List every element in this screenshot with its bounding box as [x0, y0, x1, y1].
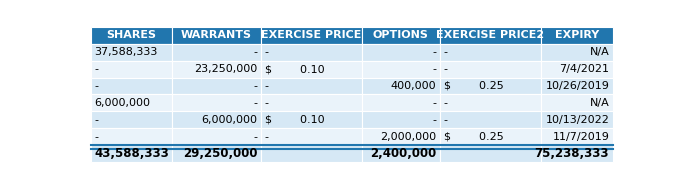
Text: -: -: [94, 81, 98, 91]
Text: EXPIRY: EXPIRY: [555, 30, 599, 40]
Text: 7/4/2021: 7/4/2021: [560, 64, 609, 74]
Bar: [440, 61, 541, 78]
Bar: [172, 111, 261, 128]
Text: 10/13/2022: 10/13/2022: [545, 115, 609, 125]
Text: EXERCISE PRICE2: EXERCISE PRICE2: [436, 30, 544, 40]
Text: 23,250,000: 23,250,000: [194, 64, 257, 74]
Text: -: -: [253, 132, 257, 142]
Text: -: -: [253, 47, 257, 57]
Bar: [440, 44, 541, 61]
Text: 37,588,333: 37,588,333: [94, 47, 158, 57]
Bar: [541, 111, 613, 128]
Text: WARRANTS: WARRANTS: [181, 30, 252, 40]
Bar: [541, 145, 613, 162]
Bar: [261, 78, 362, 94]
Bar: [172, 44, 261, 61]
Text: -: -: [432, 47, 436, 57]
Text: N/A: N/A: [590, 98, 609, 108]
Text: SHARES: SHARES: [106, 30, 156, 40]
Text: OPTIONS: OPTIONS: [373, 30, 429, 40]
Text: 2,400,000: 2,400,000: [370, 147, 436, 160]
Bar: [261, 27, 362, 44]
Text: $        0.25: $ 0.25: [443, 81, 503, 91]
Text: 75,238,333: 75,238,333: [535, 147, 609, 160]
Bar: [261, 94, 362, 111]
Text: -: -: [443, 47, 447, 57]
Text: 2,000,000: 2,000,000: [380, 132, 436, 142]
Text: -: -: [253, 81, 257, 91]
Bar: [172, 61, 261, 78]
Text: -: -: [432, 115, 436, 125]
Text: 10/26/2019: 10/26/2019: [545, 81, 609, 91]
Bar: [261, 128, 362, 145]
Bar: [91, 61, 172, 78]
Bar: [362, 111, 440, 128]
Bar: [261, 145, 362, 162]
Text: 43,588,333: 43,588,333: [94, 147, 169, 160]
Text: EXERCISE PRICE: EXERCISE PRICE: [261, 30, 362, 40]
Bar: [362, 44, 440, 61]
Bar: [362, 94, 440, 111]
Text: -: -: [265, 98, 269, 108]
Bar: [440, 145, 541, 162]
Bar: [541, 128, 613, 145]
Bar: [261, 44, 362, 61]
Text: 6,000,000: 6,000,000: [94, 98, 150, 108]
Bar: [440, 78, 541, 94]
Text: -: -: [94, 115, 98, 125]
Bar: [362, 145, 440, 162]
Text: 11/7/2019: 11/7/2019: [553, 132, 609, 142]
Text: -: -: [432, 98, 436, 108]
Bar: [362, 61, 440, 78]
Bar: [362, 27, 440, 44]
Bar: [541, 44, 613, 61]
Bar: [541, 27, 613, 44]
Bar: [362, 128, 440, 145]
Bar: [440, 111, 541, 128]
Bar: [91, 128, 172, 145]
Bar: [541, 78, 613, 94]
Bar: [261, 111, 362, 128]
Text: -: -: [94, 64, 98, 74]
Bar: [440, 128, 541, 145]
Bar: [541, 94, 613, 111]
Text: $        0.10: $ 0.10: [265, 115, 324, 125]
Bar: [172, 78, 261, 94]
Text: 400,000: 400,000: [391, 81, 436, 91]
Bar: [261, 61, 362, 78]
Text: -: -: [265, 81, 269, 91]
Text: -: -: [94, 132, 98, 142]
Text: -: -: [443, 64, 447, 74]
Bar: [172, 145, 261, 162]
Text: -: -: [443, 98, 447, 108]
Text: 29,250,000: 29,250,000: [183, 147, 257, 160]
Bar: [91, 44, 172, 61]
Text: -: -: [443, 115, 447, 125]
Bar: [541, 61, 613, 78]
Bar: [440, 94, 541, 111]
Text: N/A: N/A: [590, 47, 609, 57]
Text: 6,000,000: 6,000,000: [201, 115, 257, 125]
Bar: [91, 111, 172, 128]
Text: $        0.10: $ 0.10: [265, 64, 324, 74]
Text: $        0.25: $ 0.25: [443, 132, 503, 142]
Bar: [91, 27, 172, 44]
Bar: [172, 27, 261, 44]
Text: -: -: [265, 47, 269, 57]
Bar: [362, 78, 440, 94]
Bar: [91, 94, 172, 111]
Bar: [91, 145, 172, 162]
Bar: [172, 94, 261, 111]
Text: -: -: [432, 64, 436, 74]
Text: -: -: [265, 132, 269, 142]
Bar: [172, 128, 261, 145]
Bar: [440, 27, 541, 44]
Text: -: -: [253, 98, 257, 108]
Bar: [91, 78, 172, 94]
